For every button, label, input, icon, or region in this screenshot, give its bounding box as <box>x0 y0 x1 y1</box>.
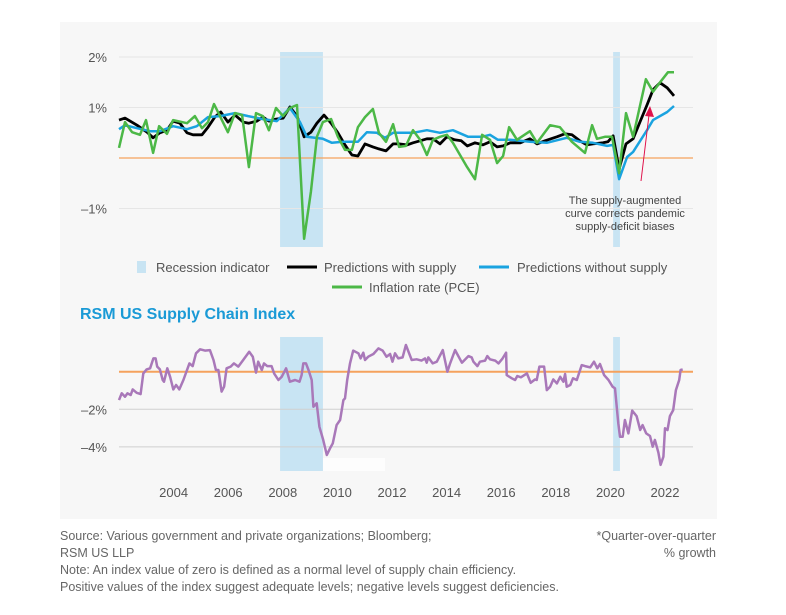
x-tick-label: 2010 <box>323 485 352 500</box>
note-line: Note: An index value of zero is defined … <box>60 563 517 577</box>
source-note: Source: Various government and private o… <box>60 528 559 596</box>
x-tick-label: 2018 <box>541 485 570 500</box>
y-tick-label: 1% <box>88 101 107 116</box>
annotation: The supply-augmented curve corrects pand… <box>565 106 685 233</box>
inflation-chart: 2% 1% –1% <box>81 50 693 247</box>
x-tick-label: 2012 <box>378 485 407 500</box>
x-tick-label: 2008 <box>268 485 297 500</box>
chart-panel <box>60 22 717 519</box>
index-chart-title: RSM US Supply Chain Index <box>80 306 295 323</box>
units-line: % growth <box>663 546 716 560</box>
legend-label-without-supply: Predictions without supply <box>517 260 668 275</box>
annotation-line: curve corrects pandemic <box>565 208 685 220</box>
annotation-line: supply-deficit biases <box>575 221 675 233</box>
legend-label-with-supply: Predictions with supply <box>324 260 457 275</box>
supply-chain-index-chart: –2% –4% 2004 2006 2008 2010 2012 2014 2016 2018 2… <box>81 337 693 500</box>
y-tick-label: 2% <box>88 50 107 65</box>
units-note: *Quarter-over-quarter % growth <box>597 528 717 562</box>
source-line: Source: Various government and private o… <box>60 529 432 543</box>
annotation-arrow <box>640 114 650 182</box>
label-mask <box>323 458 385 471</box>
note-line: Positive values of the index suggest ade… <box>60 580 559 594</box>
legend-label-inflation: Inflation rate (PCE) <box>369 280 480 295</box>
x-tick-label: 2004 <box>159 485 188 500</box>
units-line: *Quarter-over-quarter <box>596 529 717 543</box>
y-tick-label: –4% <box>81 440 107 455</box>
x-tick-label: 2016 <box>487 485 516 500</box>
annotation-line: The supply-augmented <box>569 195 682 207</box>
legend: Recession indicator Predictions with sup… <box>137 260 668 295</box>
legend-swatch-recession <box>137 261 146 273</box>
legend-label-recession: Recession indicator <box>156 260 270 275</box>
y-tick-label: –1% <box>81 202 107 217</box>
series-line-index <box>117 343 684 467</box>
x-tick-label: 2014 <box>432 485 461 500</box>
series-line-inflation <box>117 70 674 241</box>
x-tick-label: 2020 <box>596 485 625 500</box>
annotation-arrowhead-icon <box>645 106 654 117</box>
x-tick-label: 2022 <box>651 485 680 500</box>
y-tick-label: –2% <box>81 402 107 417</box>
source-line: RSM US LLP <box>60 546 135 560</box>
x-tick-label: 2006 <box>214 485 243 500</box>
